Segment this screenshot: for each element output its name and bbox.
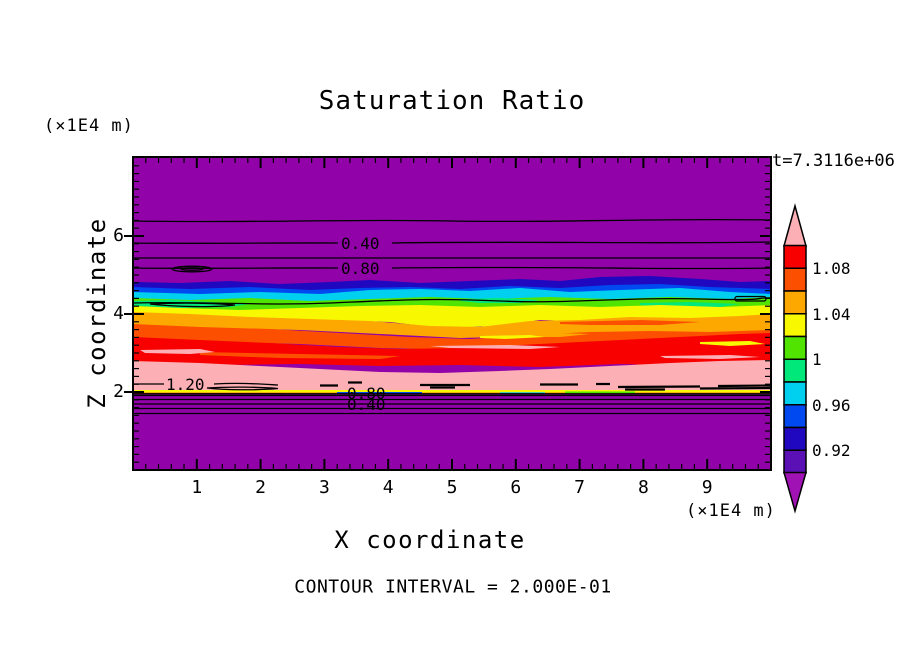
x-axis-title: X coordinate [334,526,526,554]
contour-line-value-labels: 0.40 0.80 1.20 0.80 0.40 [166,234,386,414]
x-tick-label: 1 [191,477,203,498]
strip-yellow [133,390,771,393]
colorbar-over-arrow [783,203,807,247]
contour-dash-120-g [699,384,771,390]
streak-yellow-mid [480,335,545,339]
contour-line-120-right [213,382,279,386]
contour-line-020-upper [133,218,771,223]
x-axis-unit-label: (×1E4 m) [686,501,776,521]
x-tick-label: 6 [510,477,522,498]
y-tick-label: 6 [113,225,124,246]
contour-loop-100-left [149,302,236,308]
contour-label-040-upper: 0.40 [341,234,380,253]
strip-blue-dash [337,392,422,394]
colorbar-box [783,290,807,315]
band-pink [133,360,771,390]
streak-pink-mid [430,345,560,349]
x-tick-label: 7 [574,477,586,498]
colorbar-box [783,244,807,269]
colorbar-boxes [783,244,807,474]
streak-orangered-in-red [200,352,400,359]
streak-orangered-in-orange [560,320,700,325]
x-tick-label: 3 [318,477,330,498]
colorbar-label: 0.96 [812,395,851,415]
plot-border [132,156,772,471]
contour-line-080-upper-right [391,266,771,270]
band-purple-bottom [133,394,771,470]
band-red [133,333,771,367]
time-annotation: t=7.3116e+06 [772,151,895,171]
plot-title: Saturation Ratio [318,86,586,116]
contour-dash-120-c [420,383,470,389]
x-tick-label: 4 [382,477,394,498]
contour-label-080-upper: 0.80 [341,259,380,278]
contour-line-040-upper-right [391,241,771,244]
x-tick-label: 9 [701,477,713,498]
x-tick-label: 5 [446,477,458,498]
filled-contour-bands [133,157,771,470]
contour-label-120: 1.20 [166,375,205,394]
colorbar-box [783,267,807,292]
colorbar-label: 1 [812,350,822,370]
streak-pink-right [660,355,760,359]
y-axis-unit-label: (×1E4 m) [44,116,134,136]
contour-interval-note: CONTOUR INTERVAL = 2.000E-01 [294,576,612,598]
colorbar-box [783,449,807,474]
streak-yellow-right [700,341,765,346]
colorbar-label: 0.92 [812,441,851,461]
band-yellow [133,305,771,328]
colorbar [783,203,807,514]
colorbar-box [783,381,807,406]
colorbar-box [783,358,807,383]
band-orange [133,312,771,338]
streak-pink-left [140,349,215,354]
axis-ticks [124,158,770,469]
x-tick-label: 8 [637,477,649,498]
streak-orange-in-red [450,332,590,337]
contour-lines [133,218,771,415]
contour-loop-upper-outer [171,265,213,273]
contour-line-000-lower [133,412,771,415]
x-tick-label: 2 [255,477,267,498]
contour-loop-upper-inner [180,267,204,271]
colorbar-box [783,426,807,451]
strip-cyan-dash [500,392,545,394]
contour-label-040-lower: 0.40 [347,395,386,414]
contour-label-080-lower: 0.80 [347,384,386,403]
y-tick-label: 4 [113,303,124,324]
colorbar-under-arrow [783,471,807,514]
y-tick-label: 2 [113,381,124,402]
colorbar-label: 1.04 [812,304,851,324]
colorbar-box [783,404,807,429]
contour-line-060-upper [133,256,771,260]
contour-loop-120 [206,386,279,391]
colorbar-box [783,335,807,360]
colorbar-box [783,313,807,338]
strip-green-dash [565,391,635,394]
colorbar-label: 1.08 [812,259,851,279]
contour-dash-120-f [617,385,701,391]
